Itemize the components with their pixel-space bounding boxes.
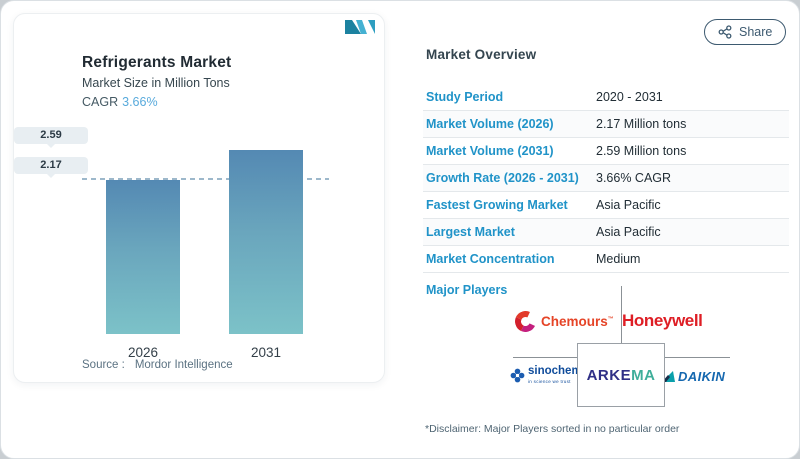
- sinochem-name: sinochem: [528, 365, 582, 377]
- chemours-c-icon: [512, 307, 539, 335]
- sinochem-logo: sinochem in science we trust: [510, 365, 582, 384]
- major-players-label: Major Players: [426, 283, 508, 297]
- chemours-wordmark: Chemours™: [541, 314, 614, 329]
- row-label: Market Volume (2026): [426, 117, 554, 131]
- source-label: Source :: [82, 359, 125, 371]
- sinochem-tagline: in science we trust: [528, 378, 571, 384]
- arkema-wordmark-navy: ARKE: [586, 366, 632, 384]
- market-size-chart-card: Refrigerants Market Market Size in Milli…: [13, 13, 385, 383]
- overview-table: Study Period 2020 - 2031 Market Volume (…: [423, 84, 789, 273]
- row-label: Fastest Growing Market: [426, 198, 568, 212]
- disclaimer-text: *Disclaimer: Major Players sorted in no …: [425, 423, 680, 435]
- row-label: Growth Rate (2026 - 2031): [426, 171, 579, 185]
- row-value: Asia Pacific: [596, 198, 661, 212]
- daikin-logo: DAIKIN: [661, 369, 725, 384]
- honeywell-logo: Honeywell: [622, 307, 732, 335]
- table-row-market-volume-2026: Market Volume (2026) 2.17 Million tons: [423, 111, 789, 138]
- x-axis-label-2026: 2026: [127, 345, 159, 360]
- sinochem-flower-icon: [510, 368, 525, 382]
- table-row-study-period: Study Period 2020 - 2031: [423, 84, 789, 111]
- row-value: 2020 - 2031: [596, 90, 663, 104]
- table-row-fastest-growing-market: Fastest Growing Market Asia Pacific: [423, 192, 789, 219]
- sinochem-wordmark: sinochem in science we trust: [528, 365, 582, 384]
- cagr-value: 3.66%: [122, 95, 158, 109]
- row-label: Market Concentration: [426, 252, 555, 266]
- chemours-logo: Chemours™: [512, 303, 614, 339]
- table-row-market-concentration: Market Concentration Medium: [423, 246, 789, 273]
- players-divider-right: [665, 357, 730, 358]
- arkema-wordmark-green: MA: [631, 366, 656, 384]
- source-value: Mordor Intelligence: [134, 359, 233, 371]
- chemours-name: Chemours: [541, 313, 608, 329]
- share-button[interactable]: Share: [704, 19, 787, 45]
- bar-value-label-2026: 2.17: [14, 157, 88, 178]
- cagr-label: CAGR: [82, 95, 119, 109]
- share-button-label: Share: [739, 25, 773, 39]
- chart-subtitle: Market Size in Million Tons: [82, 76, 230, 90]
- chemours-tm: ™: [607, 316, 614, 322]
- reference-dashed-line: [82, 178, 329, 180]
- row-value: 3.66% CAGR: [596, 171, 672, 185]
- players-divider-vertical: [621, 286, 622, 343]
- overview-title: Market Overview: [426, 47, 537, 62]
- table-row-growth-rate: Growth Rate (2026 - 2031) 3.66% CAGR: [423, 165, 789, 192]
- source-row: Source : Mordor Intelligence: [82, 352, 372, 378]
- row-label: Largest Market: [426, 225, 515, 239]
- bar-2031: [229, 150, 303, 334]
- honeywell-wordmark: Honeywell: [622, 311, 703, 330]
- row-value: 2.59 Million tons: [596, 144, 687, 158]
- bar-value-label-2031: 2.59: [14, 127, 88, 148]
- row-label: Study Period: [426, 90, 504, 104]
- players-divider-left: [513, 357, 577, 358]
- row-value: Asia Pacific: [596, 225, 661, 239]
- chart-title: Refrigerants Market: [82, 54, 232, 71]
- arkema-wordmark: ARKEMA: [587, 367, 656, 384]
- row-label: Market Volume (2031): [426, 144, 554, 158]
- chart-cagr: CAGR 3.66%: [82, 95, 158, 109]
- bar-2026: [106, 180, 180, 334]
- row-value: Medium: [596, 252, 641, 266]
- row-value: 2.17 Million tons: [596, 117, 687, 131]
- table-row-largest-market: Largest Market Asia Pacific: [423, 219, 789, 246]
- x-axis-label-2031: 2031: [250, 345, 282, 360]
- arkema-logo: ARKEMA: [577, 343, 665, 407]
- mordor-intelligence-logo-icon: [345, 20, 375, 34]
- share-icon: [718, 25, 732, 39]
- daikin-wordmark: DAIKIN: [678, 369, 726, 384]
- table-row-market-volume-2031: Market Volume (2031) 2.59 Million tons: [423, 138, 789, 165]
